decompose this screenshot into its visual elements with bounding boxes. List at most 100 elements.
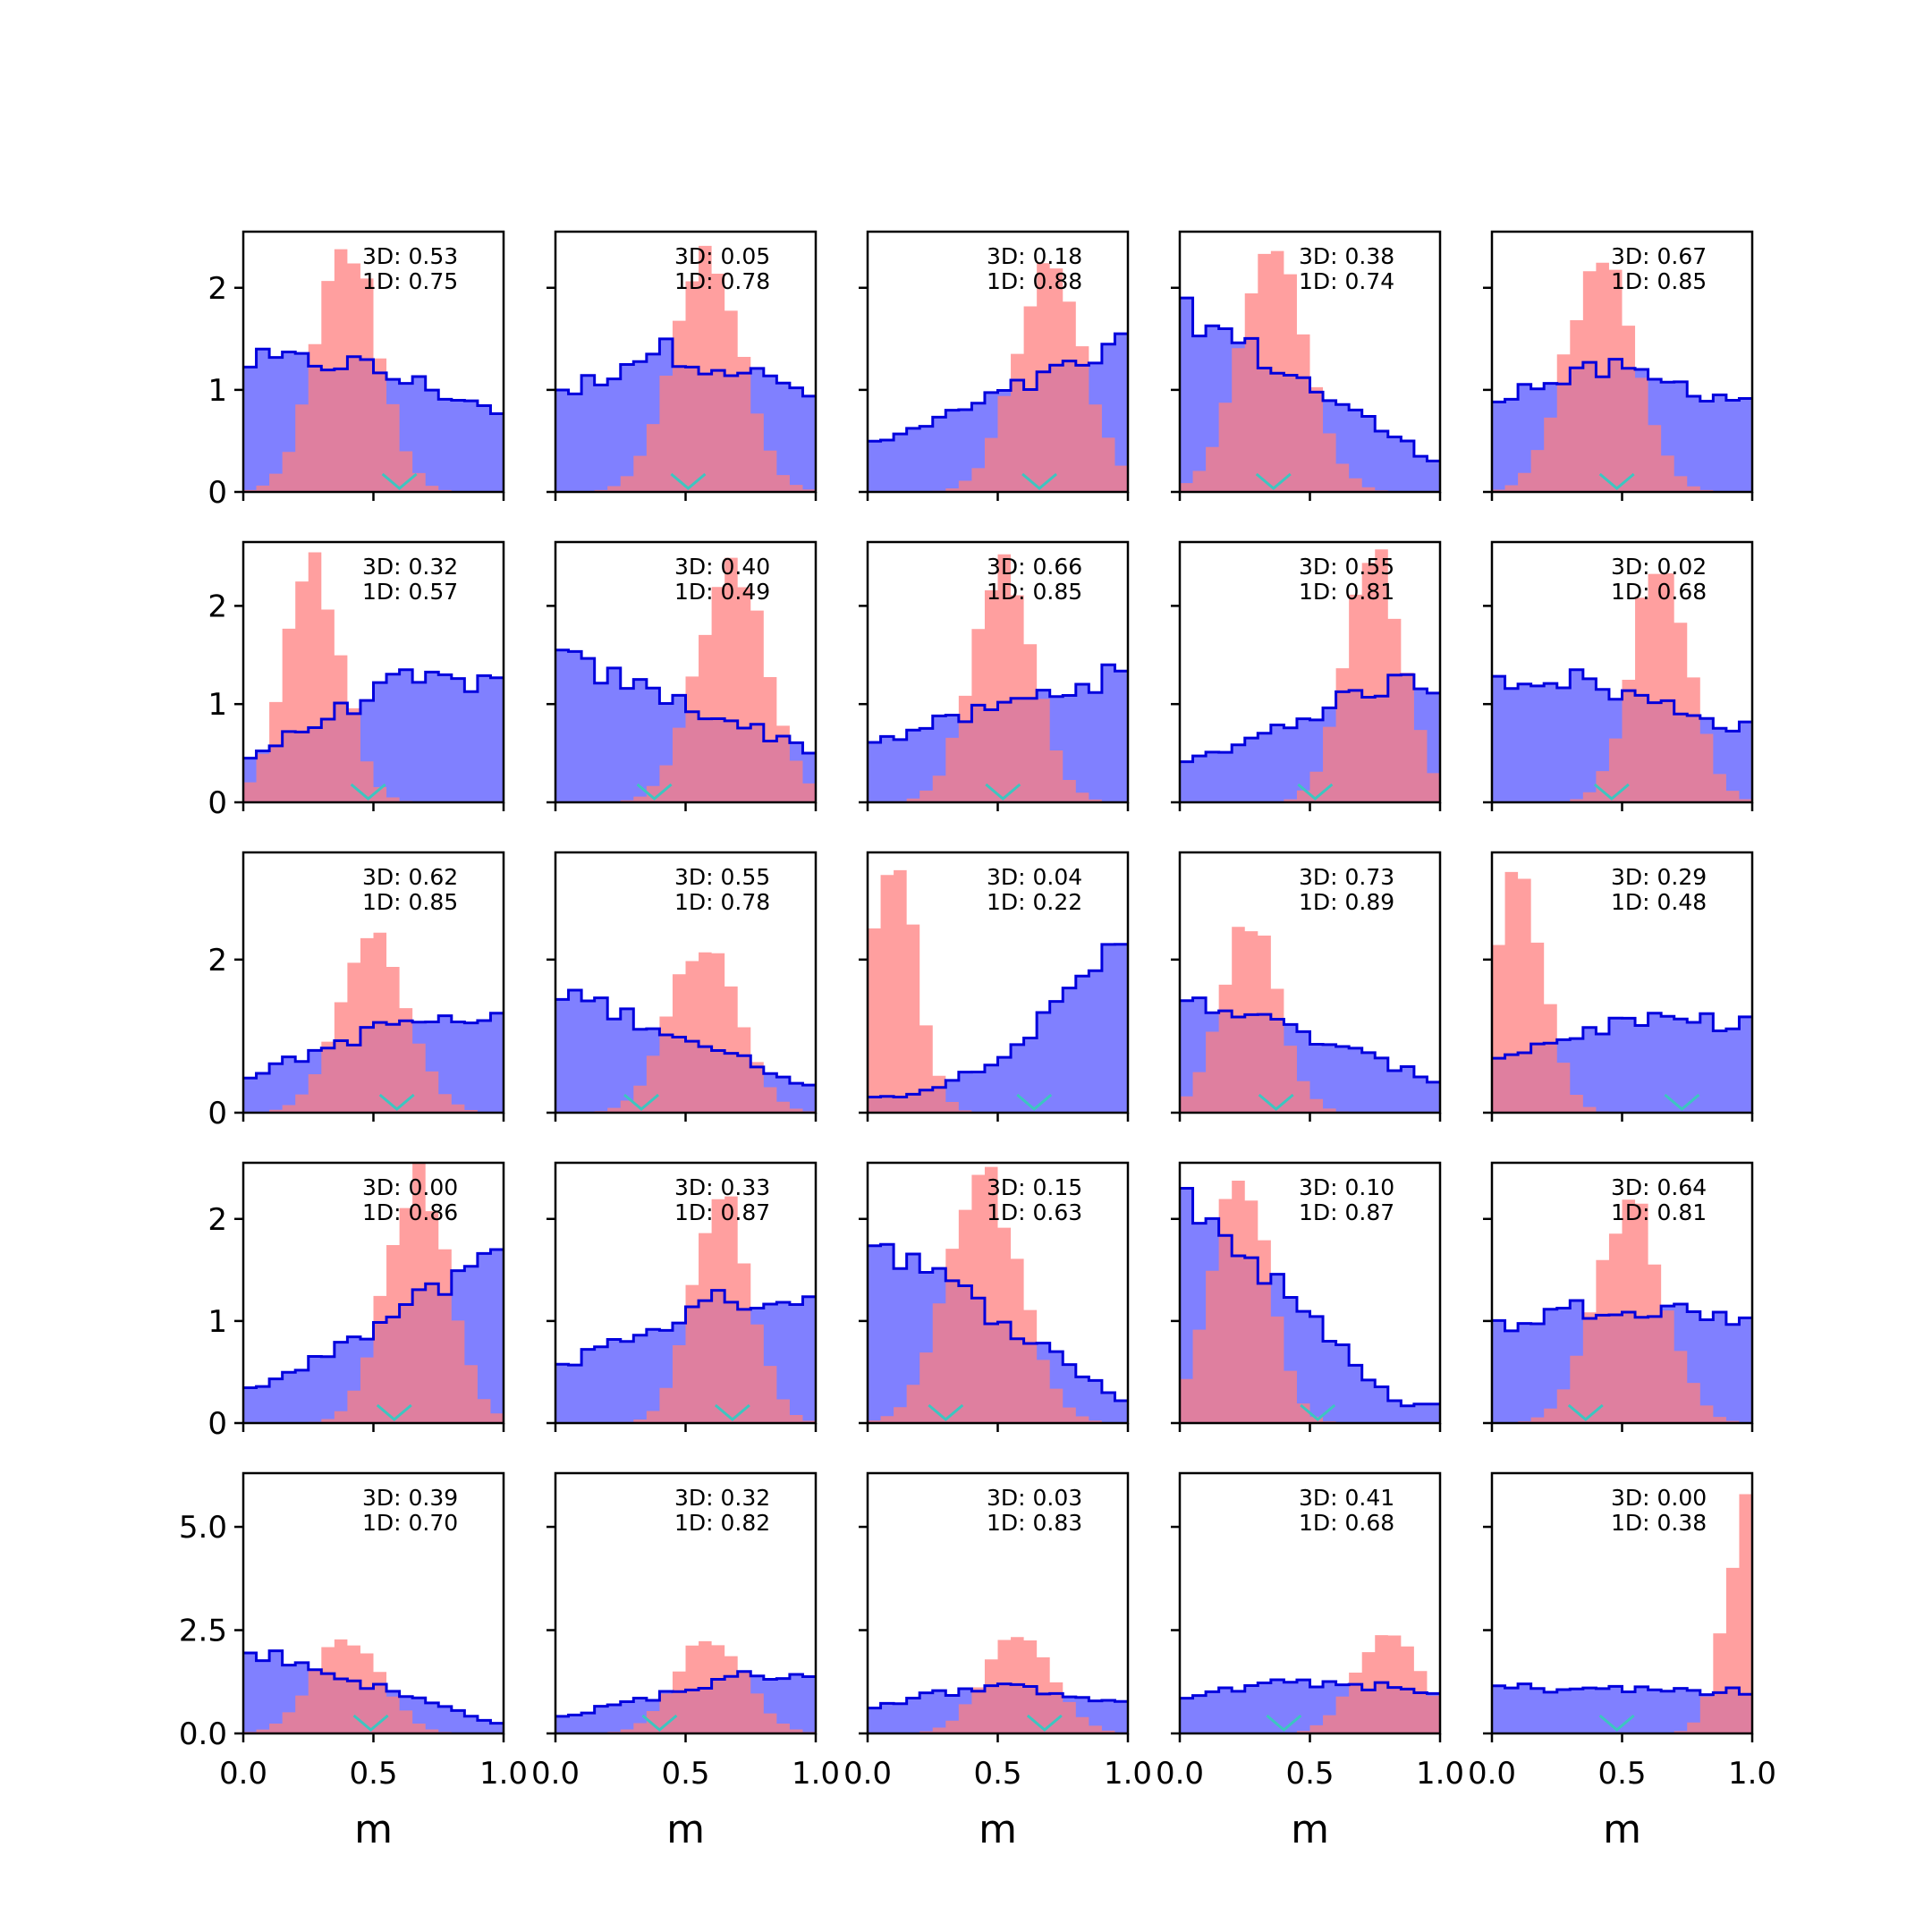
annotation-1d: 1D: 0.83: [987, 1510, 1082, 1536]
annotation-3d: 3D: 0.32: [674, 1485, 770, 1511]
estimate-marker: [641, 1714, 678, 1732]
estimate-marker: [1297, 783, 1334, 801]
estimate-marker: [1266, 1714, 1302, 1732]
annotation-1d: 1D: 0.48: [1611, 889, 1707, 915]
annotation-1d: 1D: 0.86: [362, 1199, 458, 1225]
annotation-1d: 1D: 0.89: [1299, 889, 1394, 915]
estimate-marker: [1021, 472, 1058, 490]
annotation-3d: 3D: 0.40: [674, 554, 770, 580]
estimate-marker: [376, 1403, 412, 1421]
annotation-1d: 1D: 0.68: [1299, 1510, 1394, 1536]
blue-histogram-step: [555, 988, 816, 1087]
estimate-marker: [352, 1714, 389, 1732]
blue-histogram-step: [555, 337, 816, 398]
annotation-1d: 1D: 0.87: [674, 1199, 770, 1225]
red-histogram: [1180, 1180, 1440, 1423]
estimate-marker: [623, 1093, 659, 1111]
x-axis-label: m: [666, 1807, 705, 1852]
annotation-3d: 3D: 0.55: [1299, 554, 1394, 580]
estimate-marker: [1593, 783, 1630, 801]
y-tick-label: 2: [208, 589, 227, 624]
blue-histogram-step: [1492, 1012, 1752, 1060]
blue-histogram-step: [243, 347, 504, 416]
blue-histogram-step: [868, 943, 1128, 1098]
annotation-1d: 1D: 0.63: [987, 1199, 1082, 1225]
annotation-1d: 1D: 0.68: [1611, 579, 1707, 605]
x-tick-label: 0.5: [1597, 1756, 1646, 1792]
annotation-1d: 1D: 0.38: [1611, 1510, 1707, 1536]
y-tick-label: 1: [208, 687, 227, 723]
blue-histogram-step: [1180, 1678, 1440, 1700]
annotation-1d: 1D: 0.88: [987, 268, 1082, 294]
x-tick-label: 0.0: [843, 1756, 892, 1792]
annotation-1d: 1D: 0.22: [987, 889, 1082, 915]
annotation-1d: 1D: 0.57: [362, 579, 458, 605]
annotation-1d: 1D: 0.85: [987, 579, 1082, 605]
estimate-marker: [636, 783, 673, 801]
annotation-3d: 3D: 0.66: [987, 554, 1082, 580]
blue-histogram-step: [243, 1649, 504, 1725]
annotation-1d: 1D: 0.74: [1299, 268, 1394, 294]
red-histogram: [1492, 871, 1752, 1113]
annotation-3d: 3D: 0.62: [362, 864, 458, 890]
annotation-1d: 1D: 0.70: [362, 1510, 458, 1536]
y-tick-label: 2.5: [179, 1614, 227, 1649]
blue-histogram-step: [1492, 668, 1752, 733]
annotation-1d: 1D: 0.82: [674, 1510, 770, 1536]
estimate-marker: [1258, 1093, 1294, 1111]
y-tick-label: 0: [208, 1096, 227, 1131]
red-histogram: [868, 869, 1128, 1113]
blue-histogram-step: [555, 1670, 816, 1718]
annotation-3d: 3D: 0.03: [987, 1485, 1082, 1511]
annotation-1d: 1D: 0.81: [1611, 1199, 1707, 1225]
blue-histogram-step: [243, 1248, 504, 1390]
blue-histogram-step: [1180, 673, 1440, 764]
x-tick-label: 0.0: [1156, 1756, 1204, 1792]
x-tick-label: 0.5: [661, 1756, 709, 1792]
blue-histogram-step: [555, 1289, 816, 1367]
annotation-3d: 3D: 0.02: [1611, 554, 1707, 580]
estimate-marker: [1016, 1093, 1053, 1111]
annotation-3d: 3D: 0.33: [674, 1174, 770, 1200]
annotation-3d: 3D: 0.00: [1611, 1485, 1707, 1511]
y-tick-label: 0: [208, 1406, 227, 1442]
estimate-marker: [1255, 472, 1292, 490]
blue-histogram-step: [1492, 1682, 1752, 1697]
blue-histogram-step: [1180, 296, 1440, 462]
annotation-3d: 3D: 0.53: [362, 243, 458, 269]
y-tick-label: 1: [208, 1304, 227, 1340]
x-tick-label: 0.5: [973, 1756, 1021, 1792]
x-axis-label: m: [1603, 1807, 1641, 1852]
red-histogram: [243, 552, 504, 802]
blue-histogram-step: [243, 668, 504, 760]
annotation-1d: 1D: 0.49: [674, 579, 770, 605]
y-tick-label: 1: [208, 373, 227, 409]
x-axis-label: m: [979, 1807, 1017, 1852]
blue-histogram-step: [868, 1682, 1128, 1710]
blue-histogram-step: [555, 648, 816, 755]
red-histogram: [1492, 262, 1752, 492]
estimate-marker: [350, 783, 386, 801]
red-histogram: [868, 554, 1128, 802]
annotation-3d: 3D: 0.32: [362, 554, 458, 580]
estimate-marker: [1300, 1403, 1336, 1421]
estimate-marker: [714, 1403, 750, 1421]
estimate-marker: [378, 1093, 415, 1111]
y-tick-label: 0: [208, 785, 227, 821]
